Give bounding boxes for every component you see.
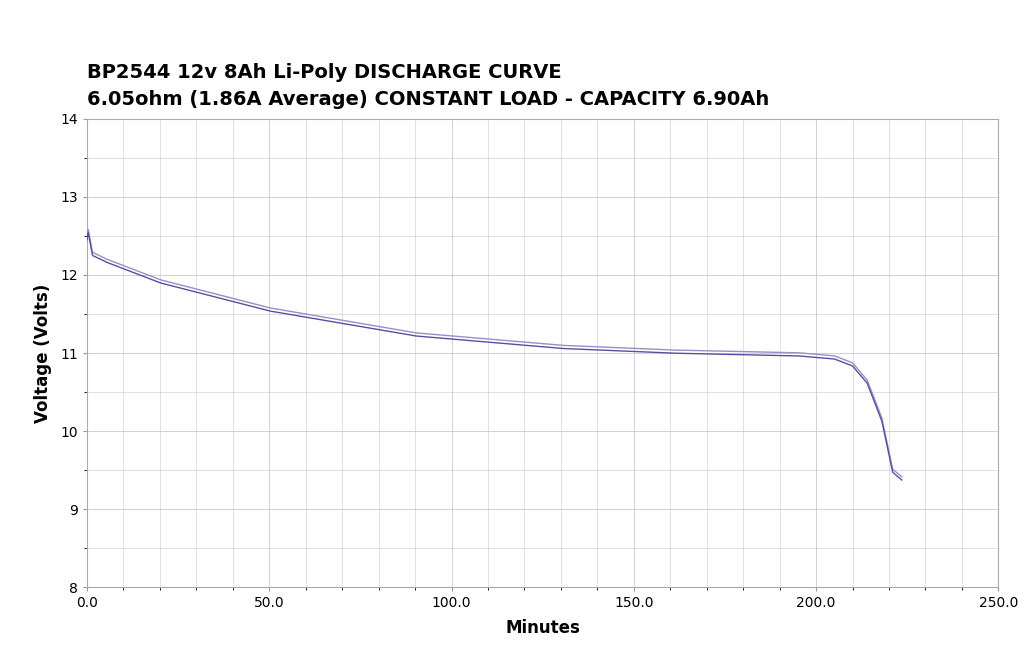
Text: BP2544 12v 8Ah Li-Poly DISCHARGE CURVE
6.05ohm (1.86A Average) CONSTANT LOAD - C: BP2544 12v 8Ah Li-Poly DISCHARGE CURVE 6… [87,63,769,109]
Y-axis label: Voltage (Volts): Voltage (Volts) [34,284,52,422]
X-axis label: Minutes: Minutes [505,619,581,637]
